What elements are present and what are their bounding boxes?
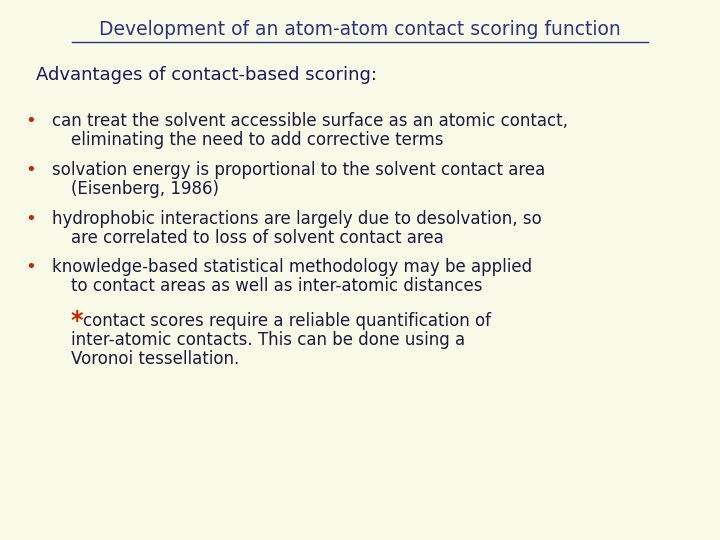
Text: Advantages of contact-based scoring:: Advantages of contact-based scoring:	[36, 65, 377, 84]
Text: solvation energy is proportional to the solvent contact area: solvation energy is proportional to the …	[52, 161, 545, 179]
Text: •: •	[25, 258, 35, 276]
Text: *: *	[71, 309, 83, 333]
Text: can treat the solvent accessible surface as an atomic contact,: can treat the solvent accessible surface…	[52, 112, 568, 131]
Text: Voronoi tessellation.: Voronoi tessellation.	[71, 350, 239, 368]
Text: eliminating the need to add corrective terms: eliminating the need to add corrective t…	[71, 131, 443, 150]
Text: contact scores require a reliable quantification of: contact scores require a reliable quanti…	[83, 312, 491, 330]
Text: •: •	[25, 210, 35, 228]
Text: inter-atomic contacts. This can be done using a: inter-atomic contacts. This can be done …	[71, 331, 464, 349]
Text: •: •	[25, 161, 35, 179]
Text: knowledge-based statistical methodology may be applied: knowledge-based statistical methodology …	[52, 258, 532, 276]
Text: are correlated to loss of solvent contact area: are correlated to loss of solvent contac…	[71, 228, 444, 247]
Text: Development of an atom-atom contact scoring function: Development of an atom-atom contact scor…	[99, 20, 621, 39]
Text: •: •	[25, 112, 35, 131]
Text: to contact areas as well as inter-atomic distances: to contact areas as well as inter-atomic…	[71, 277, 482, 295]
Text: hydrophobic interactions are largely due to desolvation, so: hydrophobic interactions are largely due…	[52, 210, 541, 228]
Text: (Eisenberg, 1986): (Eisenberg, 1986)	[71, 180, 219, 198]
